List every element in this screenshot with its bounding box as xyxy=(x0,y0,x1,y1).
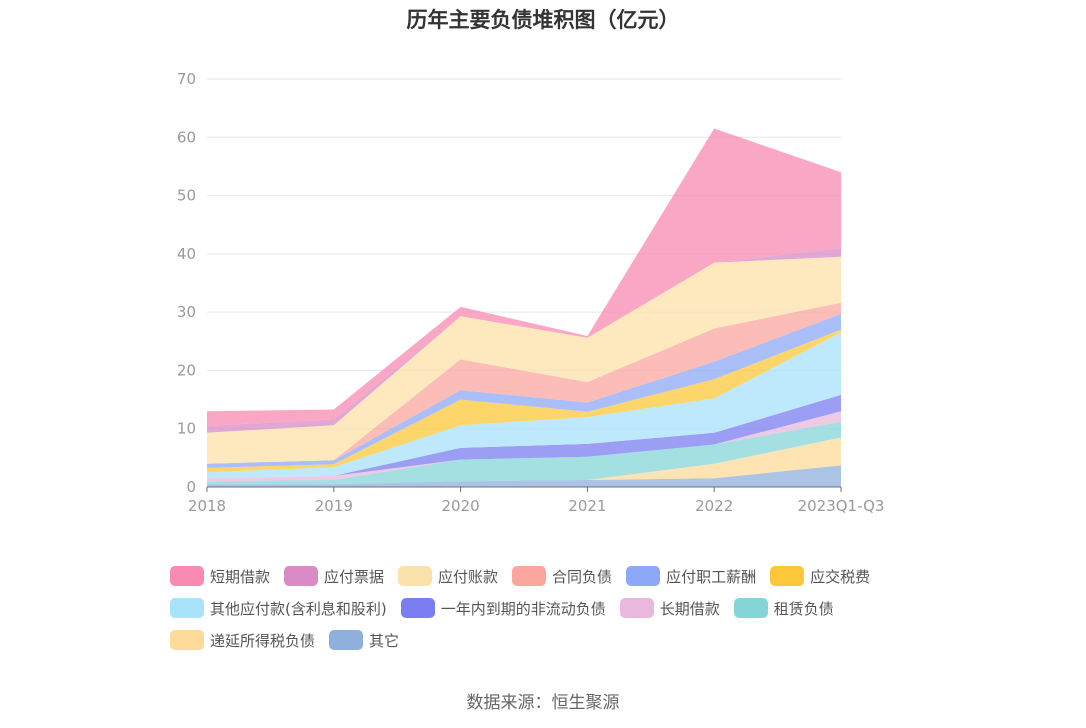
y-tick-label: 60 xyxy=(177,128,196,146)
legend-swatch xyxy=(619,598,654,618)
legend-swatch xyxy=(512,566,547,586)
source-note: 数据来源：恒生聚源 xyxy=(466,693,620,713)
legend-label: 租赁负债 xyxy=(773,599,834,618)
legend-label: 其它 xyxy=(369,631,400,650)
x-tick-label: 2020 xyxy=(442,497,480,515)
x-tick-label: 2019 xyxy=(315,497,353,515)
legend: 短期借款 应付票据 应付账款 合同负债 应付职工薪酬 应交税费其他应付款(含利息和股利) 一… xyxy=(170,560,910,656)
legend-swatch xyxy=(733,598,768,618)
area-series-9[interactable] xyxy=(207,256,841,464)
y-tick-label: 40 xyxy=(177,245,196,263)
legend-label: 应付职工薪酬 xyxy=(666,567,757,586)
area-series-layer xyxy=(207,128,841,487)
tick-labels: 0 10 20 30 40 50 60 70 2018 2019 2020 2021 2022 2023Q… xyxy=(177,70,885,515)
area-series-8[interactable] xyxy=(207,302,841,464)
legend-label: 应付票据 xyxy=(324,567,385,586)
area-series-4[interactable] xyxy=(207,394,841,479)
legend-item[interactable]: 递延所得税负债 xyxy=(170,624,315,656)
legend-swatch xyxy=(770,566,805,586)
y-tick-label: 50 xyxy=(177,187,196,205)
y-tick-label: 0 xyxy=(186,478,196,496)
legend-item[interactable]: 合同负债 xyxy=(512,560,612,592)
x-tick-label: 2018 xyxy=(188,497,226,515)
area-series-2[interactable] xyxy=(207,421,841,485)
legend-label: 长期借款 xyxy=(659,599,720,618)
x-tick-label: 2021 xyxy=(568,497,606,515)
legend-item[interactable]: 租赁负债 xyxy=(733,592,834,624)
legend-item[interactable]: 短期借款 xyxy=(170,560,270,592)
legend-item[interactable]: 长期借款 xyxy=(619,592,720,624)
legend-row: 短期借款 应付票据 应付账款 合同负债 应付职工薪酬 应交税费其他应付款(含利息和股利) 一… xyxy=(170,560,910,656)
y-tick-label: 30 xyxy=(177,303,196,321)
area-series-1[interactable] xyxy=(207,437,841,485)
legend-label: 应交税费 xyxy=(810,567,871,586)
legend-item[interactable]: 应付职工薪酬 xyxy=(626,560,756,592)
legend-item[interactable]: 一年内到期的非流动负债 xyxy=(400,592,606,624)
legend-item[interactable]: 其他应付款(含利息和股利) xyxy=(170,592,387,624)
legend-label: 合同负债 xyxy=(552,567,613,586)
legend-label: 其他应付款(含利息和股利) xyxy=(210,599,387,618)
area-series-5[interactable] xyxy=(207,332,841,479)
legend-swatch xyxy=(170,630,204,650)
legend-label: 应付账款 xyxy=(438,567,499,586)
y-tick-label: 20 xyxy=(177,361,196,379)
stacked-area-chart: 0 10 20 30 40 50 60 70 2018 2019 2020 2021 2022 2023Q… xyxy=(177,70,885,515)
x-tick-label: 2023Q1-Q3 xyxy=(798,497,885,515)
chart-title: 历年主要负债堆积图（亿元） xyxy=(406,8,680,32)
area-series-11[interactable] xyxy=(207,128,841,426)
legend-item[interactable]: 其它 xyxy=(329,624,399,656)
legend-item[interactable]: 应付票据 xyxy=(284,560,384,592)
legend-item[interactable]: 应交税费 xyxy=(770,560,870,592)
y-tick-label: 10 xyxy=(177,420,196,438)
legend-item[interactable]: 应付账款 xyxy=(398,560,498,592)
y-tick-label: 70 xyxy=(177,70,196,88)
area-series-0[interactable] xyxy=(207,465,841,487)
legend-swatch xyxy=(398,566,433,586)
legend-label: 一年内到期的非流动负债 xyxy=(440,599,606,618)
axes xyxy=(206,486,842,492)
legend-swatch xyxy=(329,630,364,650)
legend-swatch xyxy=(170,598,204,618)
legend-label: 递延所得税负债 xyxy=(210,631,316,650)
legend-swatch xyxy=(400,598,435,618)
legend-swatch xyxy=(170,566,204,586)
legend-label: 短期借款 xyxy=(210,567,271,586)
x-tick-label: 2022 xyxy=(695,497,733,515)
legend-swatch xyxy=(284,566,319,586)
legend-swatch xyxy=(626,566,661,586)
